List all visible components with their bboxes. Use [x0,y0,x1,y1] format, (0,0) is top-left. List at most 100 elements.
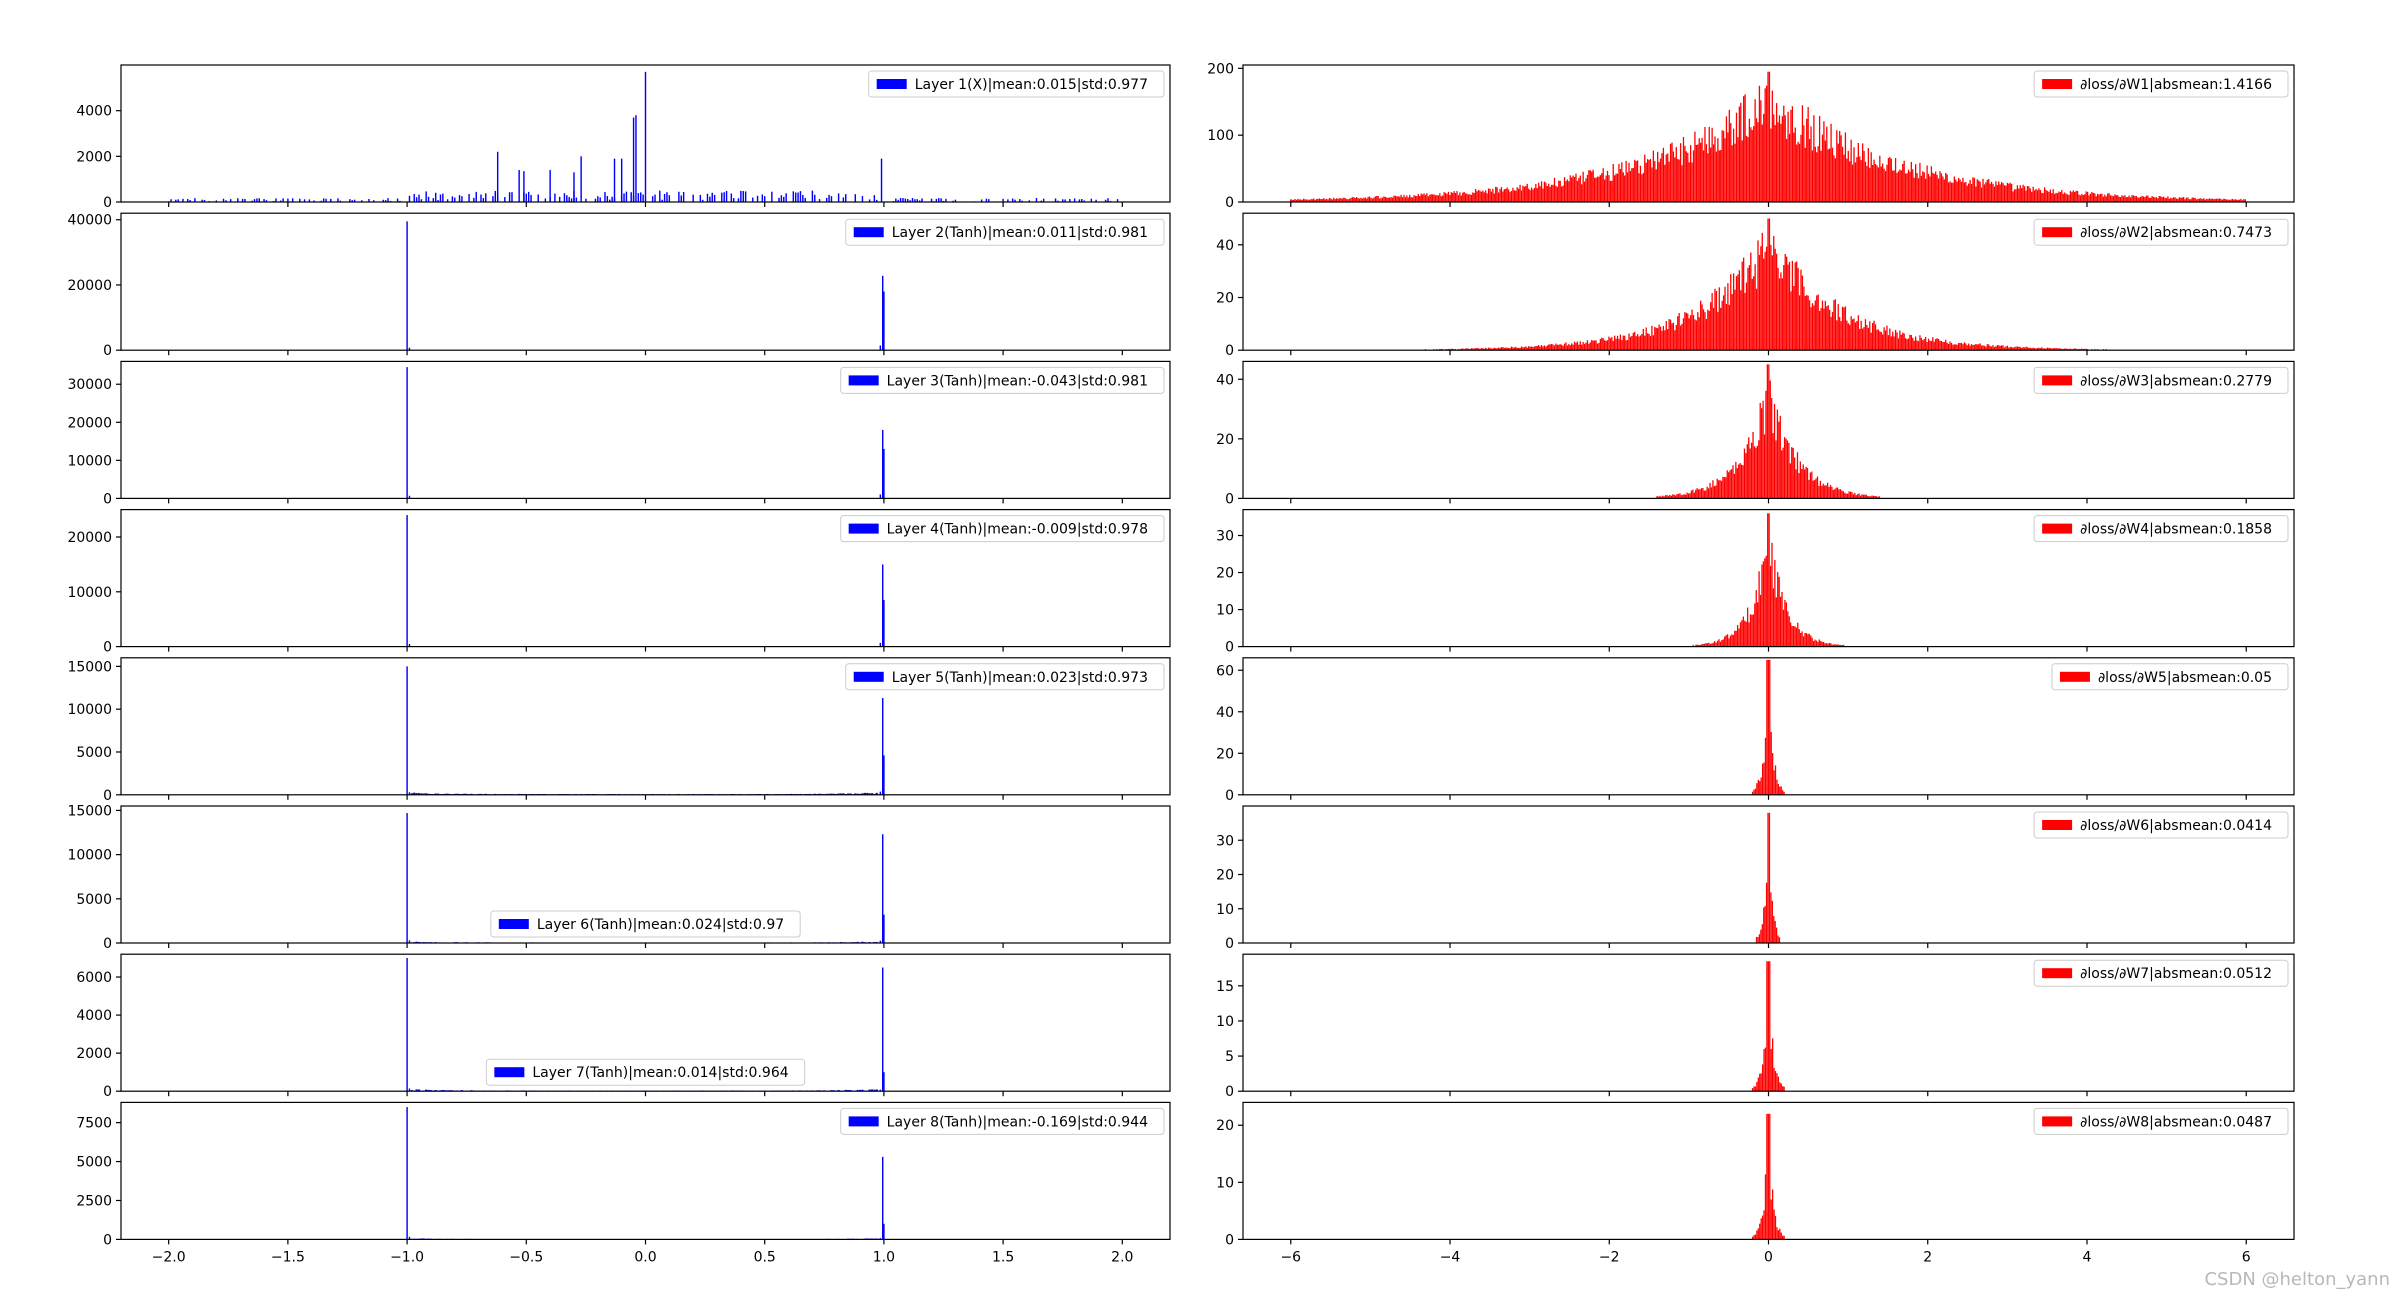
histogram-bar [1827,643,1829,647]
histogram-bar [1966,185,1968,202]
histogram-bar [1973,177,1976,202]
histogram-bar [1695,320,1698,351]
histogram-bar [1540,345,1543,351]
histogram-bar [1756,1081,1758,1092]
histogram-bar [880,158,883,202]
histogram-bar [2167,196,2169,202]
histogram-bar [1506,347,1508,351]
histogram-bar [1343,197,1345,202]
legend: Layer 7(Tanh)|mean:0.014|std:0.964 [485,1058,806,1086]
histogram-bar [651,196,654,202]
histogram-bar [1462,348,1464,351]
histogram-bar [1747,137,1749,202]
histogram-bar [2021,188,2023,202]
histogram-bar [1434,195,1437,202]
histogram-bar [2099,193,2102,202]
histogram-bar [1452,192,1454,202]
histogram-bar [1863,327,1865,351]
histogram-bar [640,192,642,202]
histogram-bar [2084,348,2086,351]
histogram-bar [1644,335,1646,351]
histogram-bar [413,792,416,795]
histogram-bar [1477,348,1480,351]
histogram-bar [1497,347,1500,351]
histogram-bar [1827,149,1829,202]
histogram-bar [1830,643,1832,647]
y-tick-label: 10 [1216,1175,1234,1191]
y-tick-label: 15000 [67,659,112,675]
histogram-bar [1639,335,1642,351]
histogram-bar [1850,139,1852,202]
histogram-bar [1771,753,1774,795]
histogram-bar [1857,142,1859,202]
histogram-bar [1882,334,1884,351]
histogram-bar [1748,118,1751,202]
histogram-bar [1818,115,1821,202]
histogram-bar [711,192,713,202]
histogram-bar [1618,338,1620,351]
histogram-bar [1559,344,1561,351]
histogram-bar [1788,616,1790,647]
histogram-bar [988,199,990,202]
y-tick-label: 40 [1216,238,1234,254]
histogram-bar [1826,306,1828,351]
histogram-bar [1919,162,1921,202]
histogram-bar [1757,779,1759,795]
histogram-bar [1910,335,1912,351]
histogram-bar [1949,181,1951,202]
histogram-bar [1638,173,1640,202]
legend-box [2033,218,2289,246]
histogram-bar [1715,291,1718,351]
histogram-bar [353,199,356,202]
legend-box [2033,515,2289,543]
histogram-bar [1717,138,1719,202]
histogram-bar [1563,343,1566,351]
histogram-bar [1749,448,1751,499]
histogram-bar [2075,190,2077,202]
histogram-bar [1536,188,1538,202]
histogram-bar [2018,188,2020,202]
legend-label: Layer 1(X)|mean:0.015|std:0.977 [915,77,1148,93]
histogram-bars [167,71,1119,202]
histogram-bar [623,193,625,202]
histogram-bar [1318,198,1321,202]
histogram-bar [1427,196,1430,202]
histogram-bar [1841,306,1844,351]
y-tick-label: 10000 [67,848,112,864]
histogram-bar [1572,175,1574,202]
histogram-bar [771,191,773,202]
histogram-bar [1657,496,1660,499]
histogram-bar [1665,154,1667,202]
histogram-bar [1725,635,1727,647]
histogram-bar [1957,177,1960,202]
histogram-bar [1490,191,1493,202]
histogram-bar [1779,596,1782,647]
histogram-bar [2002,345,2004,351]
histogram-bar [873,195,876,202]
histogram-bar [2121,195,2123,202]
histogram-bar [1762,561,1765,647]
histogram-bar [2054,193,2056,202]
histogram-bar [1841,645,1843,647]
histogram-bar [1559,180,1561,202]
y-tick-label: 10000 [67,585,112,601]
histogram-bar [1797,622,1799,647]
histogram-bar [1645,327,1647,351]
histogram-bar [2015,189,2017,202]
histogram-bar [2000,345,2003,351]
histogram-bar [1777,935,1779,943]
histogram-bar [1808,138,1811,202]
histogram-bar [1715,485,1717,499]
histogram-bar [2225,199,2228,202]
histogram-bar [1512,347,1514,351]
histogram-bar [1725,303,1728,351]
histogram-bar [1853,147,1855,202]
histogram-bar [1509,348,1511,351]
histogram-bar [1735,630,1737,647]
histogram-bar [1605,340,1607,351]
histogram-bar [1656,496,1658,499]
histogram-bar [1452,348,1454,351]
histogram-bar [1737,137,1739,202]
histogram-bar [845,194,847,202]
histogram-bar [1929,176,1931,202]
